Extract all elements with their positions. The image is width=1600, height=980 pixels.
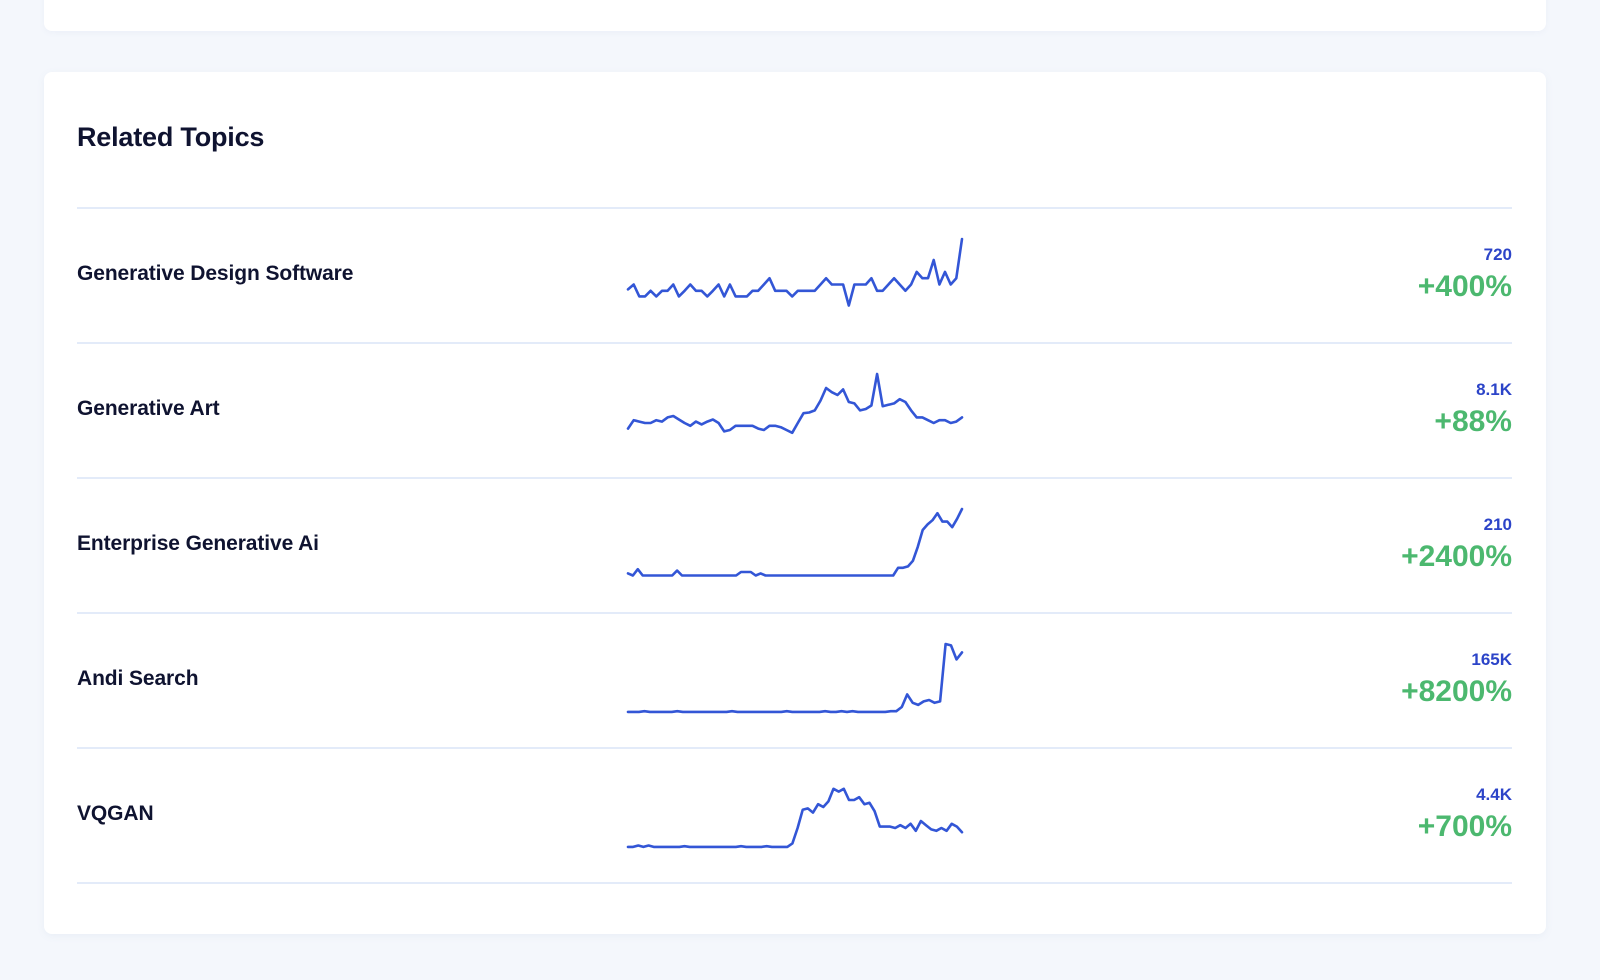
topic-metrics: 165K +8200% — [1401, 650, 1512, 710]
topic-metrics: 210 +2400% — [1401, 515, 1512, 575]
topic-name[interactable]: Generative Art — [77, 397, 220, 420]
topic-row[interactable]: Generative Art 8.1K +88% — [77, 344, 1512, 479]
card-title: Related Topics — [77, 122, 265, 152]
topic-row[interactable]: VQGAN 4.4K +700% — [77, 749, 1512, 884]
trend-sparkline — [626, 372, 964, 446]
topic-row[interactable]: Generative Design Software 720 +400% — [77, 209, 1512, 344]
trend-sparkline — [626, 237, 964, 311]
topic-row[interactable]: Enterprise Generative Ai 210 +2400% — [77, 479, 1512, 614]
growth-percentage: +2400% — [1401, 540, 1512, 573]
trend-sparkline — [626, 642, 964, 716]
topic-metrics: 720 +400% — [1418, 245, 1512, 305]
related-topics-card: Related Topics Generative Design Softwar… — [44, 72, 1546, 934]
topic-name[interactable]: Andi Search — [77, 667, 199, 690]
previous-card — [44, 0, 1546, 31]
growth-percentage: +8200% — [1401, 675, 1512, 708]
search-volume: 4.4K — [1476, 785, 1512, 804]
topic-name[interactable]: VQGAN — [77, 802, 154, 825]
growth-percentage: +700% — [1417, 810, 1512, 843]
trend-sparkline — [626, 507, 964, 581]
search-volume: 210 — [1483, 515, 1512, 534]
search-volume: 8.1K — [1476, 380, 1512, 399]
topic-list: Generative Design Software 720 +400% Gen… — [77, 207, 1512, 884]
growth-percentage: +400% — [1417, 270, 1512, 303]
topic-name[interactable]: Enterprise Generative Ai — [77, 532, 319, 555]
growth-percentage: +88% — [1434, 405, 1512, 438]
topic-metrics: 4.4K +700% — [1418, 785, 1512, 845]
search-volume: 165K — [1471, 650, 1512, 669]
topic-row[interactable]: Andi Search 165K +8200% — [77, 614, 1512, 749]
trend-sparkline — [626, 779, 964, 851]
topic-metrics: 8.1K +88% — [1434, 380, 1512, 440]
search-volume: 720 — [1483, 245, 1512, 264]
topic-name[interactable]: Generative Design Software — [77, 262, 354, 285]
